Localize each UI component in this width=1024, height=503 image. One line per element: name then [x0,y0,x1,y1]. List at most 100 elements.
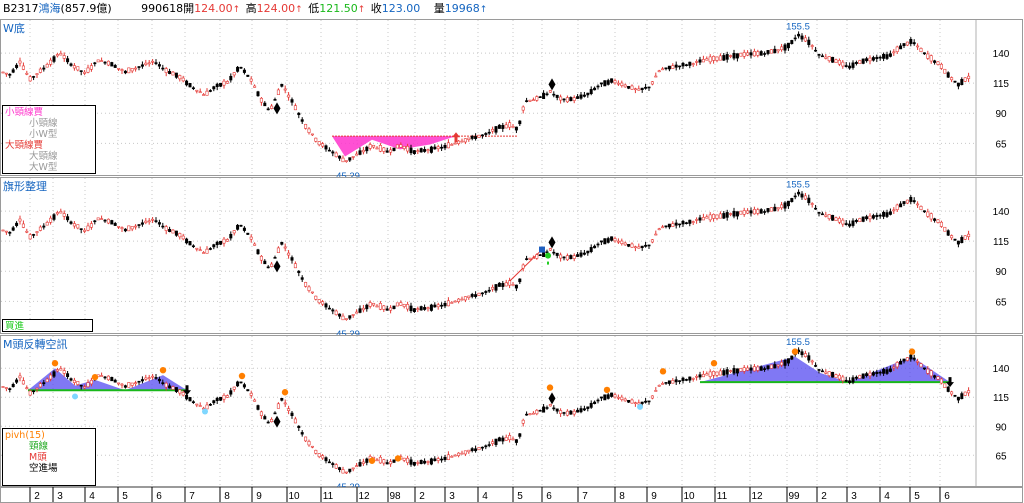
candle-body [412,150,416,154]
candle-body [317,299,321,304]
candle-body [69,378,73,381]
candle-body [1,71,5,74]
candle-body [433,304,437,308]
candle-body [790,40,794,45]
candle-body [185,80,189,86]
candle-body [450,144,454,146]
candle-body [205,248,209,254]
candle-body [310,445,314,448]
candle-body [946,230,950,236]
candle-body [198,249,202,252]
candle-body [569,255,573,260]
candle-body [443,145,447,149]
y-tick-label: 115 [993,237,1009,248]
pivot-high-dot [603,386,611,394]
candle-body [446,300,450,307]
candle-body [858,60,862,64]
candle-body [810,203,814,205]
candle-body [858,375,862,379]
candle-body [361,461,365,464]
candle-body [943,68,947,74]
legend-frame [2,105,96,174]
candle-body [443,456,447,461]
candle-body [293,418,297,424]
candle-body [55,212,59,215]
candle-body [365,458,369,463]
candle-body [32,390,36,393]
candle-body [701,59,705,63]
candle-body [735,368,739,374]
candle-body [45,378,49,383]
candle-body [671,65,675,69]
candle-body [936,376,940,380]
close-value: 123.00 [381,2,421,15]
candle-body [106,60,110,66]
candle-body [389,461,393,465]
candle-body [416,150,420,152]
candle-body [297,270,301,274]
candle-body [732,210,736,217]
candle-body [841,376,845,382]
candle-body [504,282,508,287]
candle-body [453,300,457,303]
candle-body [569,410,573,415]
candle-body [647,86,651,89]
candle-body [270,418,274,423]
candle-body [212,400,216,404]
candle-body [586,92,590,96]
panel-frame [0,335,1023,487]
low-value: 121.50 [319,2,358,15]
candle-body [334,310,338,316]
candle-body [803,353,807,357]
candle-body [487,289,491,292]
candle-body [225,239,229,242]
candle-body [21,223,25,228]
candle-body [667,223,671,228]
candle-body [528,257,532,260]
x-tick-label: 5 [517,491,523,502]
candle-body [297,112,301,116]
candle-body [732,368,736,374]
candle-body [256,405,260,410]
candle-body [236,66,240,72]
candle-body [52,56,56,62]
symbol-name: 鴻海 [38,2,61,15]
candle-body [477,447,481,451]
candle-body [130,226,134,230]
candle-body [800,351,804,356]
candle-body [837,60,841,65]
pivot-high-dot [791,348,799,355]
candle-body [882,369,886,374]
candle-body [45,64,49,68]
candle-body [912,42,916,45]
candle-body [572,255,576,259]
candle-body [484,133,488,135]
candle-body [766,208,770,212]
candle-body [633,402,637,404]
candle-body [559,410,563,414]
candle-body [324,457,328,462]
chart-panel-1: 65 90 115 140 155.5 45.29 W底小頸線賈小頸線小W型大頸線賈大頸線大… [0,19,1023,182]
candle-body [338,313,342,317]
candle-body [912,200,916,203]
candle-body [406,304,410,310]
candle-body [236,224,240,230]
candle-body [423,307,427,310]
candle-body [650,239,654,243]
open-up-arrow-icon: ↑ [232,5,241,15]
candle-body [783,44,787,51]
candle-body [521,264,525,269]
x-tick-label: 10 [683,491,695,502]
volume-label: 量 [433,2,445,15]
candle-body [62,55,66,59]
candle-body [572,410,576,415]
candle-body [147,220,151,223]
candle-body [647,400,651,403]
candle-body [735,53,739,59]
candle-body [232,386,236,390]
candle-body [950,391,954,395]
candle-body [939,378,943,384]
candle-body [52,371,56,377]
candle-body [470,294,474,297]
